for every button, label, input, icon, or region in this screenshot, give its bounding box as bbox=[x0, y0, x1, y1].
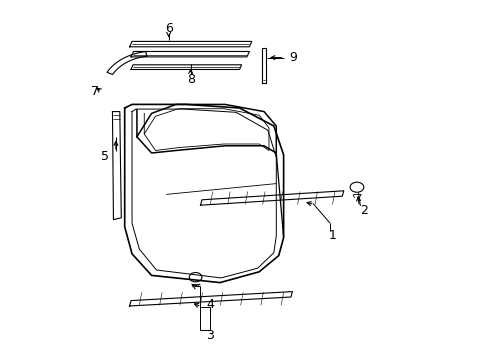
Text: 7: 7 bbox=[91, 85, 99, 98]
Text: 8: 8 bbox=[186, 73, 194, 86]
Text: 9: 9 bbox=[289, 51, 297, 64]
Text: 6: 6 bbox=[164, 22, 172, 35]
Text: 4: 4 bbox=[206, 298, 214, 311]
Text: 1: 1 bbox=[328, 229, 336, 242]
Text: 2: 2 bbox=[360, 204, 367, 217]
Text: 3: 3 bbox=[206, 329, 214, 342]
Text: 5: 5 bbox=[101, 150, 109, 163]
